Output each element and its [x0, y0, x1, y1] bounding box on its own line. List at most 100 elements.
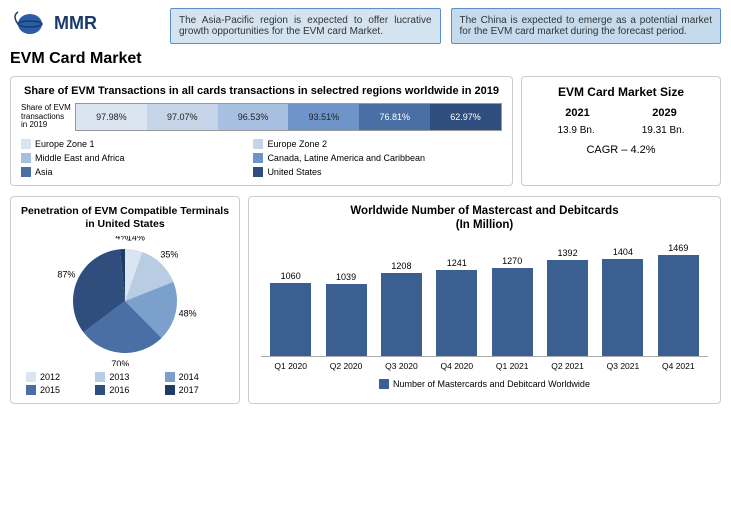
bar-value-label: 1208 [391, 261, 411, 271]
logo: MMR [10, 8, 160, 38]
legend-label: 2014 [179, 372, 199, 382]
pie-chart-panel: Penetration of EVM Compatible Terminals … [10, 196, 240, 404]
legend-label: 2017 [179, 385, 199, 395]
year-1: 2021 [565, 107, 589, 119]
bar-column: 1392 [542, 248, 593, 356]
bar-value-label: 1270 [502, 256, 522, 266]
pie-slice-label: 4% [115, 236, 128, 241]
pie-chart-legend: 201220132014201520162017 [19, 372, 231, 395]
bar-axis-label: Q2 2020 [320, 361, 371, 371]
legend-swatch [21, 167, 31, 177]
bar-rect [602, 259, 643, 356]
share-chart-title: Share of EVM Transactions in all cards t… [21, 85, 502, 97]
legend-item: Europe Zone 1 [21, 139, 237, 149]
legend-label: Canada, Latine America and Caribbean [267, 153, 425, 163]
bar-rect [326, 284, 367, 355]
row-1: Share of EVM Transactions in all cards t… [0, 76, 731, 186]
legend-swatch [253, 139, 263, 149]
share-chart-legend: Europe Zone 1 Europe Zone 2 Middle East an… [21, 139, 502, 177]
pie-slice-label: 70% [111, 359, 129, 366]
bar-rect [658, 255, 699, 356]
bar-chart-panel: Worldwide Number of Mastercast and Debit… [248, 196, 721, 404]
legend-item: Canada, Latine America and Caribbean [253, 153, 469, 163]
bar-rect [381, 273, 422, 356]
market-size-values: 13.9 Bn. 19.31 Bn. [534, 125, 708, 136]
bar-axis-label: Q3 2020 [376, 361, 427, 371]
callout-china: The China is expected to emerge as a pot… [451, 8, 722, 44]
bar-rect [492, 268, 533, 355]
value-2: 19.31 Bn. [642, 125, 685, 136]
legend-item: 2016 [95, 385, 154, 395]
legend-swatch [21, 139, 31, 149]
bar-column: 1270 [487, 256, 538, 355]
bar-column: 1241 [431, 258, 482, 355]
bar-axis-label: Q3 2021 [597, 361, 648, 371]
legend-swatch [165, 372, 175, 382]
share-chart-body: Share of EVM transactions in 2019 97.98%… [21, 103, 502, 131]
legend-label: Asia [35, 167, 53, 177]
bar-chart-area: 1060 1039 1208 1241 1270 1392 1404 1469 [261, 237, 708, 357]
legend-item: Europe Zone 2 [253, 139, 469, 149]
bar-value-label: 1392 [558, 248, 578, 258]
logo-title-area: MMR EVM Card Market [10, 8, 160, 68]
legend-item: 2014 [165, 372, 224, 382]
market-size-panel: EVM Card Market Size 2021 2029 13.9 Bn. … [521, 76, 721, 186]
legend-swatch [95, 372, 105, 382]
legend-item: Asia [21, 167, 237, 177]
share-chart-panel: Share of EVM Transactions in all cards t… [10, 76, 513, 186]
share-chart-bar: 97.98%97.07%96.53%93.51%76.81%62.97% [75, 103, 502, 131]
pie-slice-label: 87% [57, 270, 75, 280]
market-size-title: EVM Card Market Size [534, 85, 708, 99]
share-segment: 97.07% [147, 104, 218, 130]
market-size-years: 2021 2029 [534, 107, 708, 119]
share-segment: 62.97% [430, 104, 501, 130]
bar-value-label: 1404 [613, 247, 633, 257]
pie-slice-label: 48% [179, 309, 197, 319]
bar-column: 1208 [376, 261, 427, 356]
bar-value-label: 1241 [447, 258, 467, 268]
bar-axis-label: Q2 2021 [542, 361, 593, 371]
legend-swatch [95, 385, 105, 395]
bar-value-label: 1469 [668, 243, 688, 253]
bar-column: 1404 [597, 247, 648, 356]
legend-swatch [253, 153, 263, 163]
pie-slice-label: 35% [160, 249, 178, 259]
logo-text: MMR [54, 13, 97, 34]
bar-rect [270, 283, 311, 356]
legend-item: United States [253, 167, 469, 177]
value-1: 13.9 Bn. [557, 125, 594, 136]
header-row: MMR EVM Card Market The Asia-Pacific reg… [0, 0, 731, 72]
legend-label: Europe Zone 1 [35, 139, 95, 149]
legend-label: Europe Zone 2 [267, 139, 327, 149]
legend-swatch [26, 372, 36, 382]
bar-axis-label: Q4 2021 [653, 361, 704, 371]
bar-axis-label: Q1 2021 [487, 361, 538, 371]
legend-label: Middle East and Africa [35, 153, 125, 163]
legend-item: Middle East and Africa [21, 153, 237, 163]
legend-swatch [253, 167, 263, 177]
bar-value-label: 1060 [281, 271, 301, 281]
legend-swatch [26, 385, 36, 395]
legend-label: 2012 [40, 372, 60, 382]
legend-label: United States [267, 167, 321, 177]
bar-column: 1060 [265, 271, 316, 356]
bar-legend-swatch [379, 379, 389, 389]
pie-chart-title: Penetration of EVM Compatible Terminals … [19, 205, 231, 230]
bar-column: 1469 [653, 243, 704, 356]
share-chart-ylabel: Share of EVM transactions in 2019 [21, 104, 71, 130]
legend-swatch [21, 153, 31, 163]
legend-item: 2012 [26, 372, 85, 382]
page-title: EVM Card Market [10, 50, 160, 68]
bar-legend-label: Number of Mastercards and Debitcard Worl… [393, 379, 590, 389]
bar-chart-legend: Number of Mastercards and Debitcard Worl… [261, 379, 708, 389]
legend-swatch [165, 385, 175, 395]
pie-chart-wrap: 14%35%48%70%87%4% [19, 236, 231, 366]
row-2: Penetration of EVM Compatible Terminals … [0, 196, 731, 404]
bar-chart-title: Worldwide Number of Mastercast and Debit… [261, 205, 708, 233]
legend-label: 2016 [109, 385, 129, 395]
bar-column: 1039 [320, 272, 371, 355]
cagr-text: CAGR – 4.2% [534, 144, 708, 156]
bar-chart-axis: Q1 2020Q2 2020Q3 2020Q4 2020Q1 2021Q2 20… [261, 361, 708, 371]
bar-rect [547, 260, 588, 356]
pie-chart-svg: 14%35%48%70%87%4% [45, 236, 205, 366]
